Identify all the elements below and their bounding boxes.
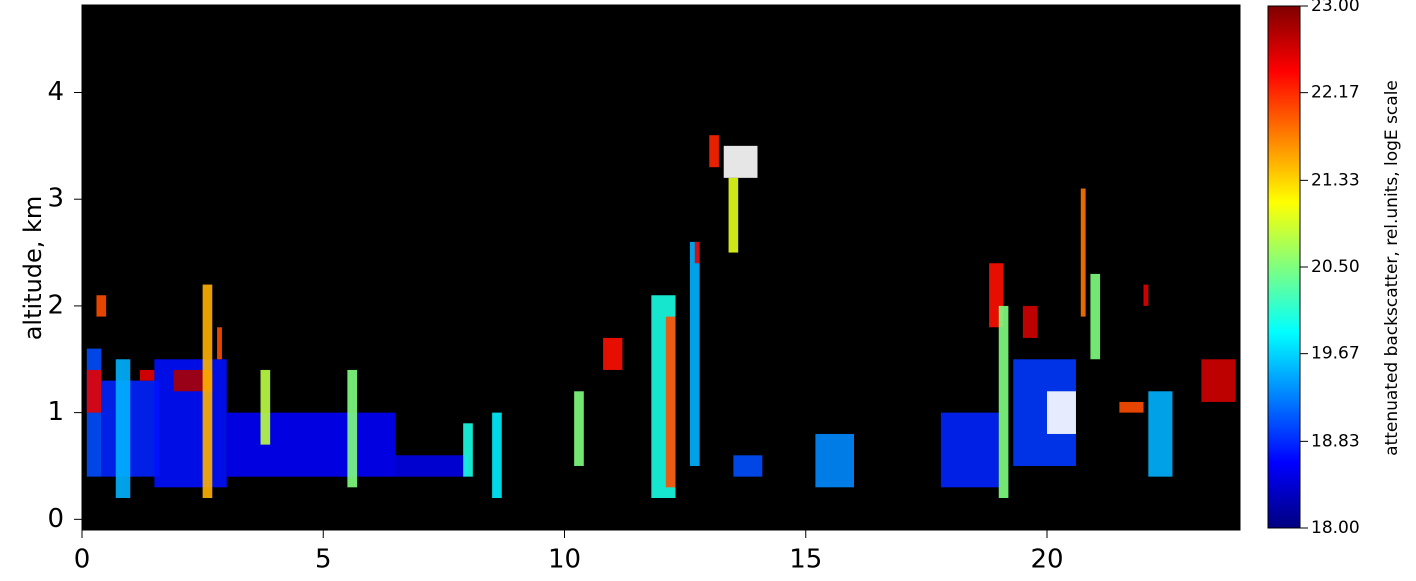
cell bbox=[1201, 359, 1236, 402]
cell bbox=[217, 327, 222, 360]
colorbar-label: attenuated backscatter, rel.units, logE … bbox=[1382, 80, 1402, 456]
colorbar-tick-label: 20.50 bbox=[1311, 257, 1360, 277]
cell bbox=[728, 177, 739, 253]
cell bbox=[574, 391, 584, 466]
cell bbox=[395, 455, 468, 477]
y-axis-label: altitude, km bbox=[19, 196, 47, 341]
cell bbox=[202, 284, 213, 498]
y-tick-label: 1 bbox=[47, 397, 64, 427]
colorbar bbox=[1267, 5, 1301, 529]
y-tick-label: 0 bbox=[47, 504, 64, 534]
colorbar-tick-label: 18.00 bbox=[1311, 518, 1360, 538]
cell bbox=[492, 412, 502, 498]
cell bbox=[815, 433, 854, 488]
colorbar-tick-label: 22.17 bbox=[1311, 83, 1360, 103]
cell bbox=[998, 305, 1009, 498]
x-tick-label: 10 bbox=[548, 545, 581, 575]
cell bbox=[86, 369, 102, 413]
cell bbox=[1148, 391, 1173, 477]
cell bbox=[260, 369, 271, 445]
colorbar-tick-label: 18.83 bbox=[1311, 431, 1360, 451]
cell bbox=[1119, 401, 1144, 413]
cell bbox=[694, 241, 700, 264]
cell bbox=[1143, 284, 1149, 306]
cell bbox=[347, 369, 358, 488]
y-tick-label: 3 bbox=[47, 184, 64, 214]
cell bbox=[1022, 305, 1038, 338]
cell bbox=[723, 145, 758, 178]
cell bbox=[463, 423, 473, 477]
y-tick-label: 4 bbox=[47, 77, 64, 107]
cell bbox=[96, 295, 107, 317]
cell bbox=[689, 241, 700, 466]
colorbar-tick-label: 21.33 bbox=[1311, 170, 1360, 190]
colorbar-tick-label: 23.00 bbox=[1311, 0, 1360, 16]
cell bbox=[665, 316, 676, 488]
cell bbox=[226, 412, 396, 477]
plot-frame bbox=[81, 4, 1241, 531]
cell bbox=[940, 412, 999, 488]
cell bbox=[733, 455, 763, 477]
cell bbox=[139, 369, 155, 381]
colorbar-tick-label: 19.67 bbox=[1311, 344, 1360, 364]
cell bbox=[709, 135, 719, 168]
x-tick-label: 15 bbox=[789, 545, 822, 575]
cell bbox=[603, 337, 623, 370]
x-tick-label: 0 bbox=[74, 545, 91, 575]
cell bbox=[1090, 273, 1101, 360]
cell bbox=[115, 359, 131, 498]
x-tick-label: 20 bbox=[1030, 545, 1063, 575]
cell bbox=[1080, 188, 1086, 317]
y-tick-label: 2 bbox=[47, 290, 64, 320]
x-tick-label: 5 bbox=[315, 545, 332, 575]
cell bbox=[1047, 391, 1076, 434]
